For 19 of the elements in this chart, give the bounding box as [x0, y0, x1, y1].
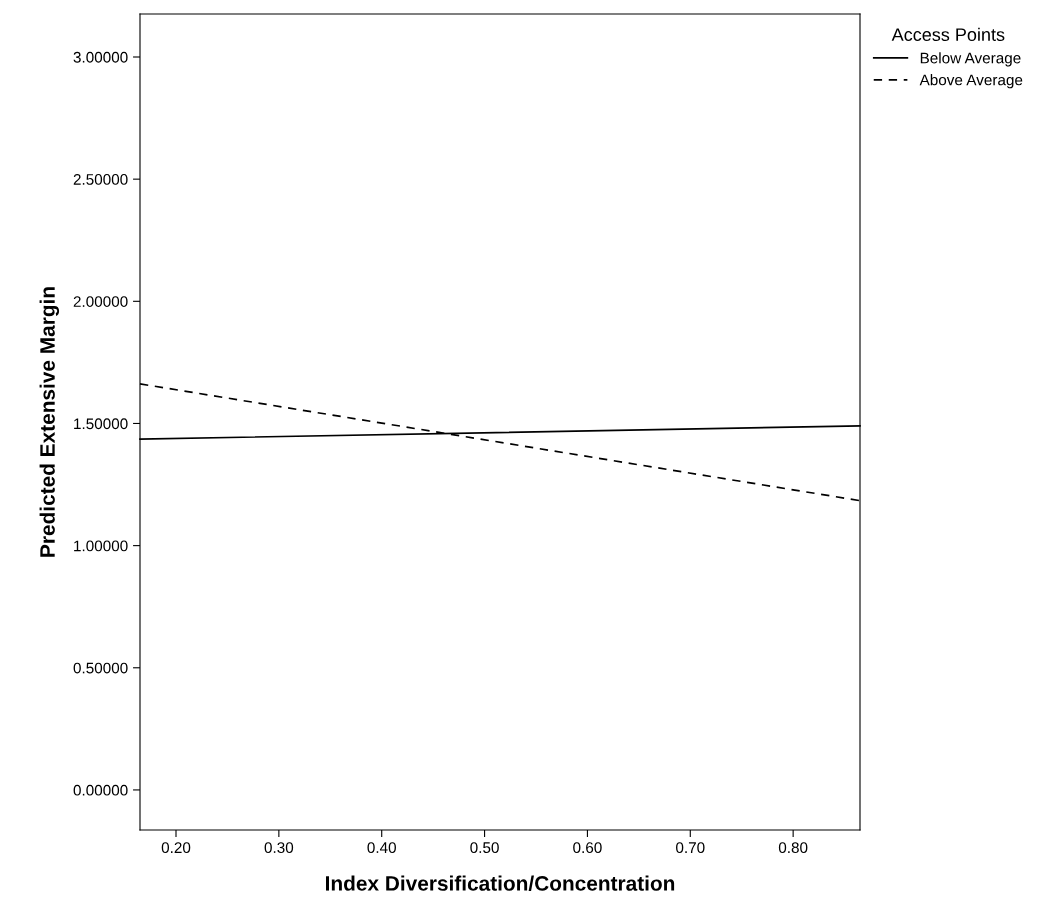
y-tick-label: 0.00000	[73, 784, 128, 796]
y-tick-label: 1.50000	[74, 418, 128, 430]
x-axis-title: Index Diversification/Concentration	[326, 875, 675, 892]
x-tick-label: 0.30	[264, 842, 294, 854]
legend-title: Access Points	[891, 27, 1005, 42]
x-tick-label: 0.40	[367, 842, 396, 854]
y-tick-label: 1.00000	[74, 540, 128, 552]
legend-label: Below Average	[920, 52, 1021, 67]
x-tick-label: 0.80	[778, 842, 808, 854]
y-tick-label: 2.50000	[73, 174, 128, 185]
y-tick-label: 3.00000	[73, 51, 128, 63]
x-tick-label: 0.20	[161, 842, 191, 854]
x-tick-label: 0.50	[470, 842, 499, 854]
y-axis-title: Predicted Extensive Margin	[39, 287, 60, 557]
x-tick-label: 0.60	[573, 842, 602, 854]
y-tick-label: 0.50000	[73, 662, 128, 674]
x-tick-label: 0.70	[676, 842, 705, 854]
y-tick-label: 2.00000	[73, 296, 128, 307]
legend-label: Above Average	[919, 74, 1023, 89]
